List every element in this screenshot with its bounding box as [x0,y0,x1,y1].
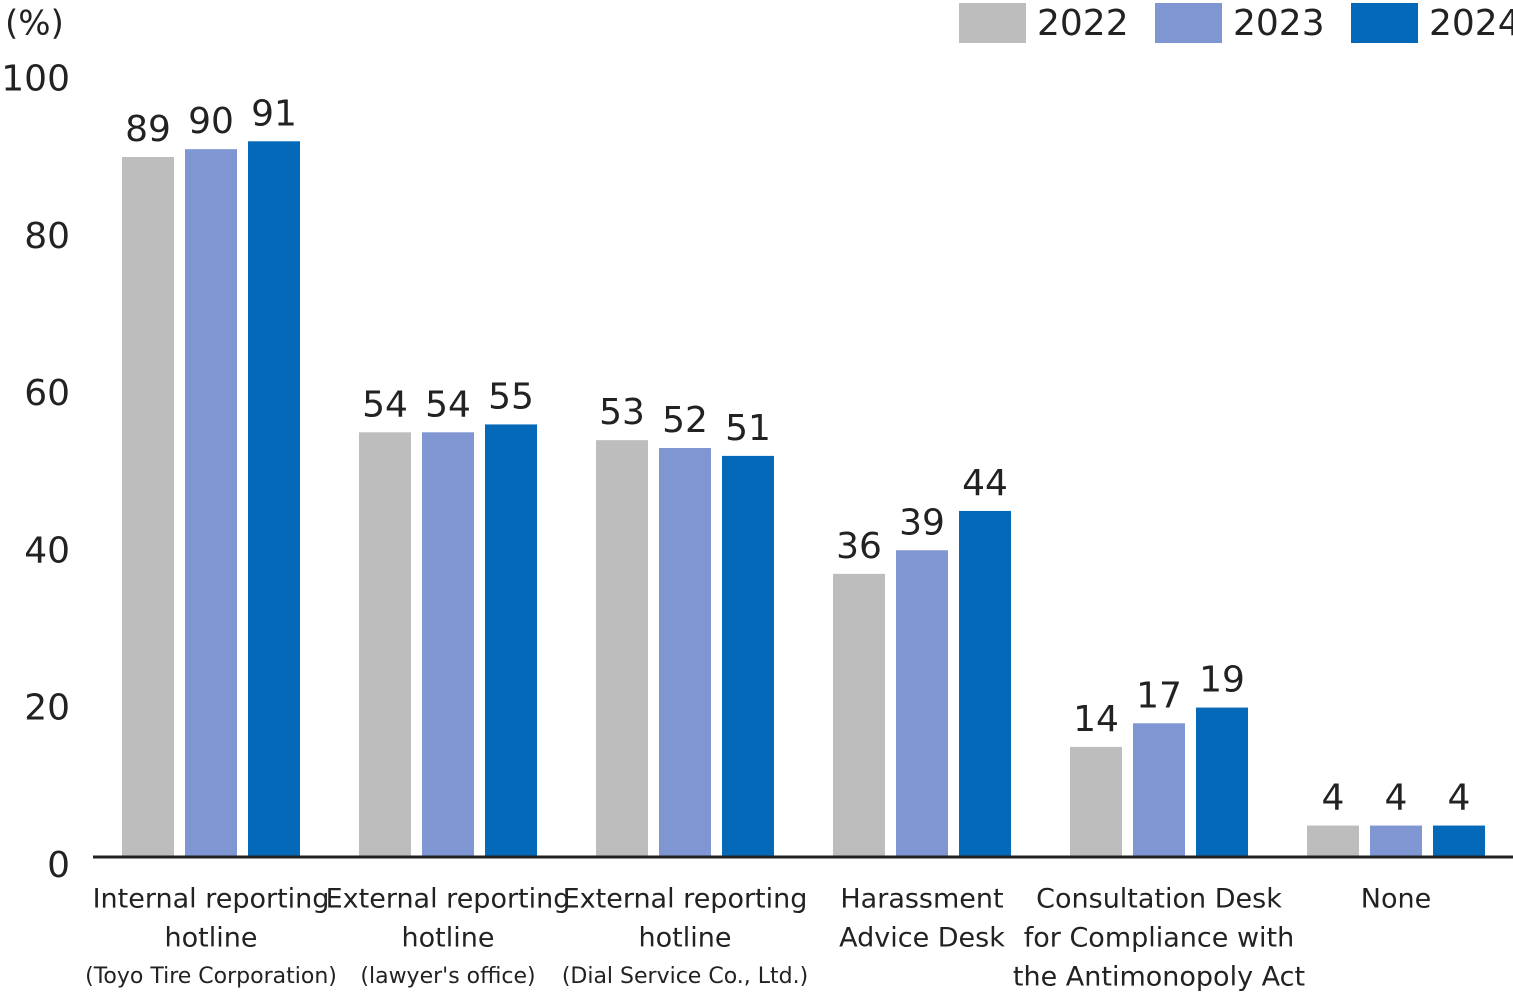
legend-swatch [959,3,1026,43]
x-tick-note: (Dial Service Co., Ltd.) [562,964,808,989]
value-label: 4 [1322,778,1345,819]
x-tick-label: External reporting [326,884,571,915]
value-label: 14 [1073,699,1119,740]
value-label: 36 [836,526,882,567]
value-label: 89 [125,109,171,150]
y-tick-label: 100 [1,59,70,100]
bar [1307,825,1359,857]
y-tick-label: 20 [24,688,70,729]
bar [959,510,1011,857]
x-tick-label: for Compliance with [1024,923,1295,954]
y-tick-label: 80 [24,216,70,257]
value-label: 55 [488,376,534,417]
x-tick-label: Advice Desk [839,923,1005,954]
bar [1196,707,1248,857]
x-tick-label: Harassment [840,884,1003,915]
x-tick-label: External reporting [563,884,808,915]
bar [659,448,711,857]
x-tick-label: Consultation Desk [1036,884,1282,915]
bar [596,440,648,857]
bar [485,424,537,857]
legend-label: 2024 [1429,3,1513,44]
x-tick-label: None [1361,884,1431,915]
value-label: 44 [962,463,1008,504]
value-label: 52 [662,400,708,441]
bar [1370,825,1422,857]
x-tick-note: (Toyo Tire Corporation) [85,964,337,989]
value-label: 51 [725,408,771,449]
legend-label: 2023 [1233,3,1325,44]
value-label: 17 [1136,675,1182,716]
value-label: 39 [899,502,945,543]
x-tick-label: the Antimonopoly Act [1013,962,1305,993]
bar [422,432,474,857]
legend-label: 2022 [1037,3,1129,44]
bar [122,157,174,857]
bar [833,573,885,857]
value-label: 19 [1199,660,1245,701]
x-tick-label: hotline [639,923,732,954]
value-label: 54 [362,384,408,425]
value-label: 54 [425,384,471,425]
x-tick-label: Internal reporting [93,884,330,915]
bar [722,455,774,857]
value-label: 53 [599,392,645,433]
bar [896,550,948,857]
x-tick-label: hotline [165,923,258,954]
value-label: 4 [1385,778,1408,819]
value-label: 4 [1448,778,1471,819]
bar [248,141,300,857]
bar [1433,825,1485,857]
x-tick-label: hotline [402,923,495,954]
bar [1070,746,1122,857]
bar [359,432,411,857]
y-unit: (%) [5,4,64,44]
legend-swatch [1155,3,1222,43]
x-tick-note: (lawyer's office) [360,964,535,989]
y-tick-label: 0 [47,845,70,886]
bar [1133,723,1185,857]
y-tick-label: 60 [24,373,70,414]
y-tick-label: 40 [24,530,70,571]
legend-swatch [1351,3,1418,43]
value-label: 91 [251,93,297,134]
value-label: 90 [188,101,234,142]
bar [185,149,237,857]
